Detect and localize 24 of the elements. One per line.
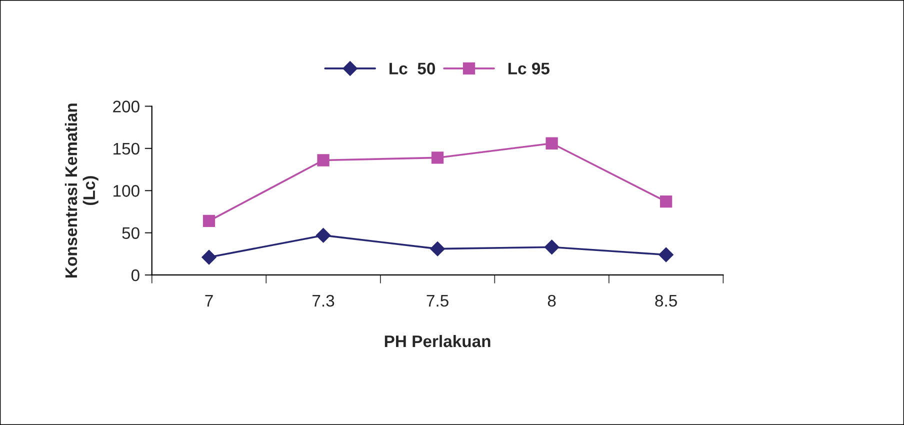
point	[546, 137, 558, 150]
legend-label: Lc 50	[390, 62, 436, 74]
point	[316, 228, 331, 243]
x-tick-label: 7.3	[312, 294, 334, 307]
legend-label: Lc 95	[508, 62, 550, 74]
y-axis-title: Konsentrasi Kematian (Lc)	[64, 104, 98, 278]
point	[544, 240, 560, 255]
point	[660, 196, 672, 208]
x-tick-label: 8.5	[655, 294, 677, 307]
x-tick-label: 7	[205, 295, 213, 306]
point	[431, 152, 444, 164]
y-tick-label: 200	[113, 100, 140, 112]
y-tick-label: 0	[131, 269, 140, 282]
x-tick-label: 7.5	[426, 295, 448, 307]
x-tick-label: 8	[548, 294, 556, 307]
point	[202, 250, 216, 265]
point	[202, 214, 216, 228]
x-axis-title: PH Perlakuan	[384, 334, 490, 348]
point	[317, 154, 330, 166]
y-tick-label: 100	[114, 185, 140, 197]
y-tick-label: 50	[122, 227, 140, 239]
point	[430, 241, 445, 256]
y-tick-label: 150	[114, 142, 140, 155]
point	[658, 247, 674, 262]
